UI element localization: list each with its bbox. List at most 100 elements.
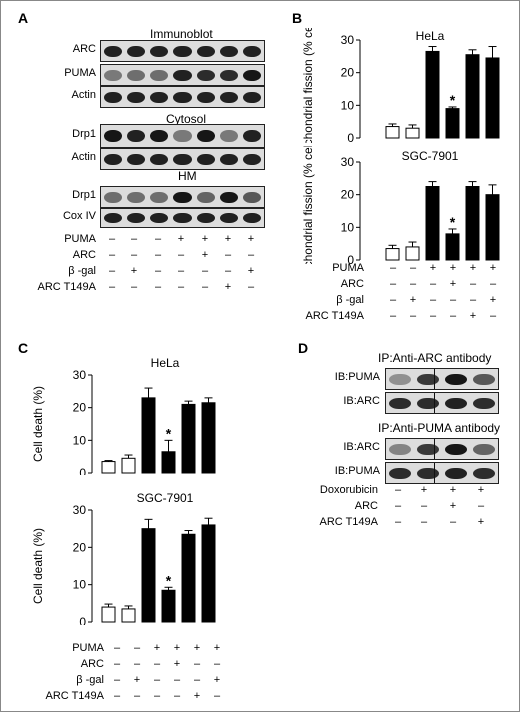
b-cond-mark: – [389, 294, 397, 306]
band [473, 397, 495, 409]
y-tick-label: 10 [341, 220, 355, 234]
significance-star: * [166, 425, 172, 441]
band [173, 191, 192, 203]
a-cond-mark: – [247, 281, 255, 293]
ip-anti-puma: IP:Anti-PUMA antibody [378, 421, 501, 435]
d-row-3-blot [385, 462, 499, 484]
chart-b-hela: 0 10 20 30 HeLa Mitochondrial fission (% cell… [301, 28, 500, 143]
section-immunoblot: Immunoblot [150, 27, 213, 41]
band [219, 69, 239, 81]
bar [385, 126, 400, 139]
significance-star: * [450, 214, 456, 230]
bar [121, 457, 136, 474]
a-cond-mark: + [201, 233, 209, 245]
d-cond-mark: + [477, 484, 485, 496]
band [473, 373, 495, 385]
bar [181, 533, 196, 623]
y-tick-label: 0 [347, 253, 354, 264]
d-row-1-label: IB:ARC [343, 395, 380, 407]
a-cond-label: β -gal [68, 265, 96, 277]
a-cond-mark: + [201, 249, 209, 261]
band [243, 153, 262, 165]
band [196, 45, 215, 57]
a-row-3-blot [100, 124, 265, 148]
band [219, 153, 239, 165]
b-cond-mark: + [409, 294, 417, 306]
d-cond-mark: + [449, 484, 457, 496]
bar [141, 528, 156, 623]
a-row-0-blot [100, 40, 265, 62]
band [417, 467, 439, 479]
a-cond-mark: – [177, 265, 185, 277]
band [196, 69, 215, 81]
c-cond-mark: – [193, 658, 201, 670]
d-cond-label: Doxorubicin [319, 484, 378, 496]
d-cond-mark: – [477, 500, 485, 512]
a-cond-mark: + [177, 233, 185, 245]
band [173, 69, 192, 81]
d-cond-mark: – [420, 500, 428, 512]
b-cond-mark: – [489, 310, 497, 322]
y-tick-label: 30 [341, 33, 355, 47]
chart-c-hela: 0 10 20 30 HeLa Cell death (%) * [31, 356, 216, 475]
d-row-0-blot [385, 368, 499, 390]
b-cond-mark: + [489, 294, 497, 306]
band [243, 129, 262, 143]
c-cond-label: PUMA [72, 642, 104, 654]
b-cond-mark: + [449, 278, 457, 290]
b-cond-mark: + [449, 262, 457, 274]
bar [485, 194, 500, 261]
d-cond-mark: – [394, 516, 402, 528]
b-cond-mark: – [429, 310, 437, 322]
d-cond-mark: – [420, 516, 428, 528]
bar [121, 608, 136, 623]
band [196, 213, 215, 223]
band [150, 191, 169, 203]
lane-divider [434, 393, 435, 413]
band [103, 213, 122, 223]
a-row-5-blot [100, 186, 265, 208]
b-cond-mark: – [469, 278, 477, 290]
bar [181, 403, 196, 474]
a-row-0-label: ARC [72, 43, 96, 55]
panel-label-d: D [298, 340, 309, 356]
band [473, 467, 495, 479]
b-cond-label: PUMA [332, 262, 364, 274]
c-cond-mark: – [213, 658, 221, 670]
a-cond-mark: – [130, 249, 138, 261]
a-cond-mark: – [108, 265, 116, 277]
y-tick-label: 20 [341, 66, 355, 80]
section-cytosol: Cytosol [166, 112, 207, 126]
band [243, 213, 262, 223]
b-cond-label: ARC [340, 278, 364, 290]
bar [405, 127, 420, 139]
b-cond-mark: – [409, 310, 417, 322]
a-cond-mark: – [177, 281, 185, 293]
bar [465, 54, 480, 139]
band [173, 45, 192, 57]
c-cond-mark: – [153, 690, 161, 702]
c-cond-mark: + [173, 658, 181, 670]
band [445, 467, 467, 479]
bar [465, 186, 480, 261]
c-cond-mark: + [193, 642, 201, 654]
y-tick-label: 20 [73, 540, 87, 554]
b-cond-label: β -gal [336, 294, 364, 306]
lane-divider [434, 463, 435, 483]
a-cond-mark: – [108, 281, 116, 293]
band [126, 91, 145, 103]
b-cond-mark: + [429, 262, 437, 274]
c-cond-label: ARC [80, 658, 104, 670]
panel-label-a: A [18, 10, 29, 26]
c-cond-mark: + [173, 642, 181, 654]
a-cond-mark: – [224, 265, 232, 277]
b-cond-mark: – [449, 310, 457, 322]
band [243, 191, 262, 203]
b-cond-mark: – [449, 294, 457, 306]
y-tick-label: 0 [79, 615, 86, 625]
d-row-3-label: IB:PUMA [334, 465, 380, 477]
a-row-1-label: PUMA [64, 67, 96, 79]
d-cond-label: ARC T149A [319, 516, 379, 528]
c-cond-mark: – [133, 642, 141, 654]
band [150, 91, 169, 103]
